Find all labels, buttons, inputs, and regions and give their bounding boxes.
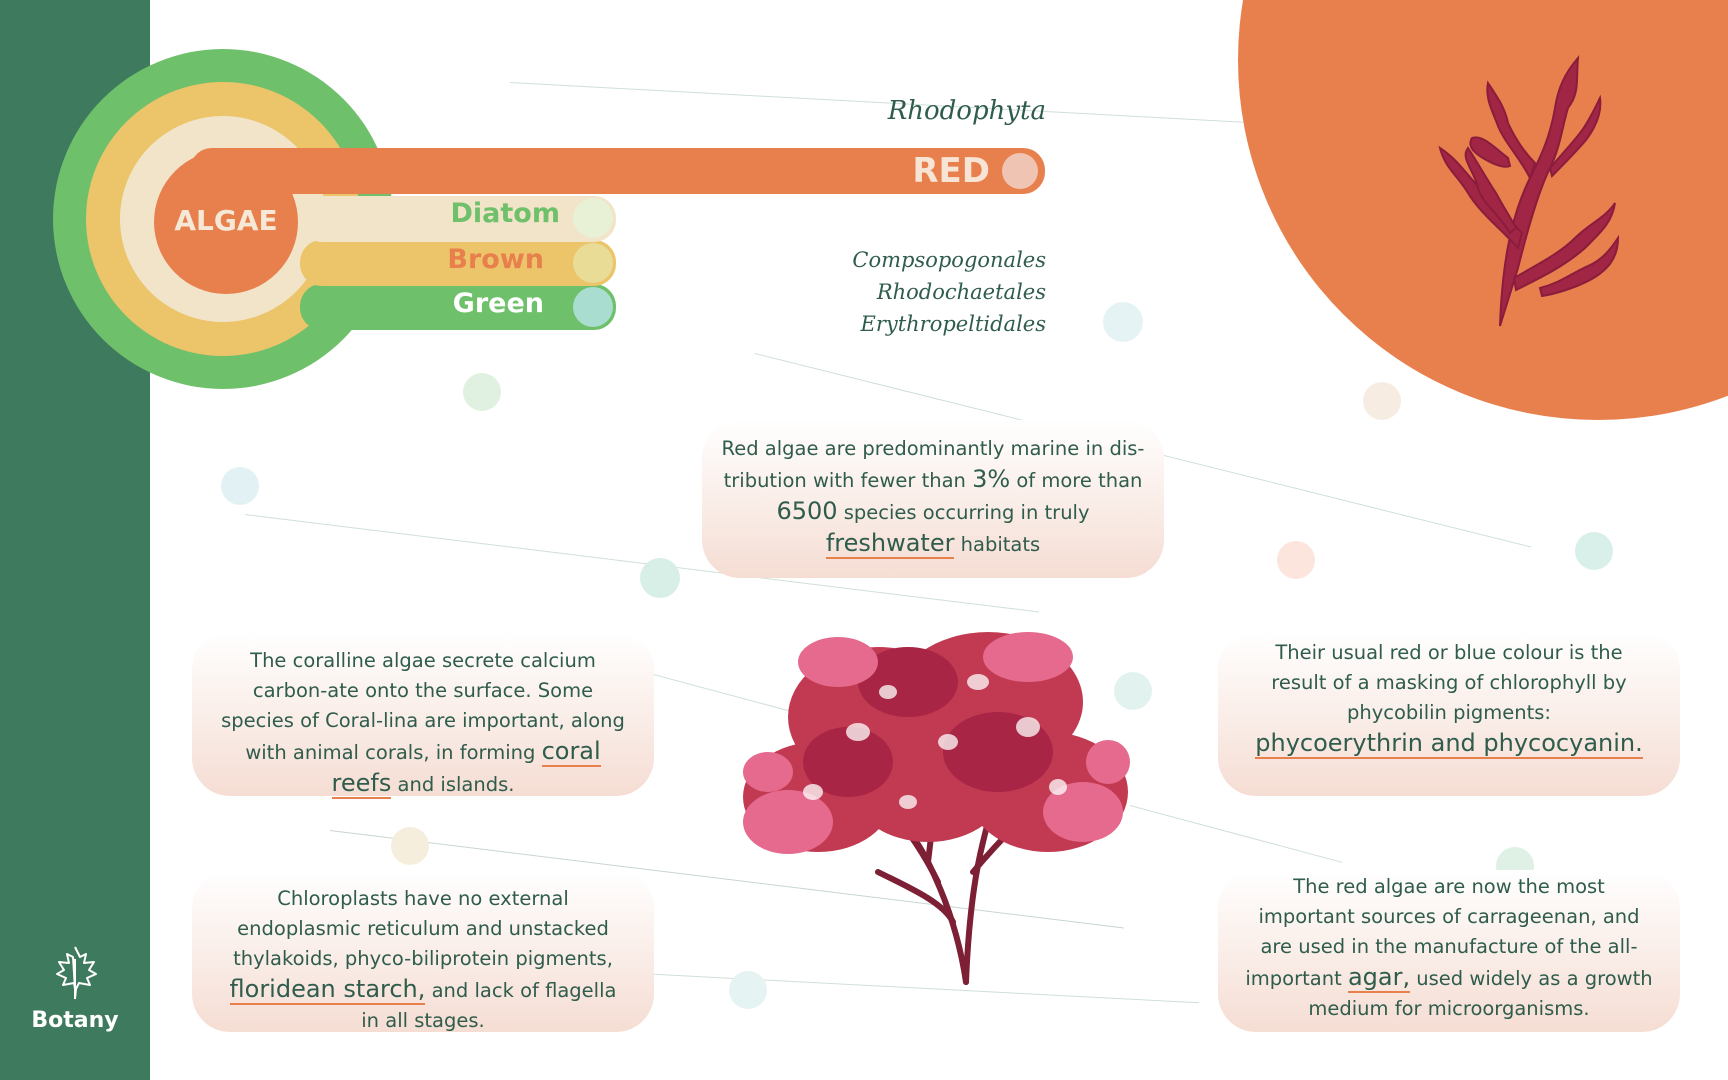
- card-text: Their usual red or blue colour is the re…: [1271, 641, 1627, 724]
- leaf-icon: [0, 945, 150, 1005]
- decor-dot: [463, 373, 501, 411]
- card-text: and lack of flagella in all stages.: [361, 979, 617, 1032]
- marker-brown: [573, 243, 613, 283]
- marker-green: [573, 287, 613, 327]
- card-highlight: agar,: [1347, 963, 1411, 993]
- info-card-chloroplasts: Chloroplasts have no external endoplasmi…: [192, 870, 654, 1032]
- card-highlight: floridean starch,: [229, 975, 426, 1005]
- decor-dot: [729, 971, 767, 1009]
- card-text: The red algae are now the most important…: [1245, 875, 1640, 990]
- seaweed-illustration-main: [728, 622, 1138, 996]
- card-highlight: coral reefs: [331, 737, 601, 799]
- card-number: 6500: [776, 497, 838, 525]
- card-highlight: freshwater: [825, 529, 955, 559]
- brand-label: Botany: [31, 1008, 119, 1033]
- order-item: Compsopogonales: [852, 248, 1046, 272]
- center-label: ALGAE: [174, 204, 278, 237]
- order-item: Erythropeltidales: [860, 312, 1046, 336]
- bar-diatom: [300, 196, 616, 242]
- card-number: 3%: [972, 465, 1011, 493]
- card-text: used widely as a growth medium for micro…: [1308, 967, 1653, 1020]
- marker-red: [1002, 153, 1038, 189]
- bar-brown: [300, 240, 616, 286]
- decor-dot: [1114, 672, 1152, 710]
- label-diatom: Diatom: [450, 198, 560, 229]
- bar-red: [190, 148, 1045, 194]
- label-green: Green: [452, 288, 544, 319]
- card-text: of more than: [1010, 469, 1143, 492]
- card-highlight: phycoerythrin and phycocyanin.: [1255, 729, 1643, 759]
- decor-dot: [1575, 532, 1613, 570]
- bar-green: [300, 284, 616, 330]
- decor-dot: [391, 827, 429, 865]
- card-text: species occurring in truly: [837, 501, 1090, 524]
- card-text: Red algae are predominantly marine in di…: [721, 437, 1145, 492]
- decor-dot: [1363, 382, 1401, 420]
- seaweed-illustration-small: [1390, 38, 1630, 332]
- decor-dot: [221, 467, 259, 505]
- center-circle: [154, 150, 298, 294]
- card-text: habitats: [954, 533, 1041, 556]
- decor-dot: [1277, 541, 1315, 579]
- info-card-carrageenan: The red algae are now the most important…: [1218, 870, 1680, 1032]
- decor-dot: [1103, 302, 1143, 342]
- marker-diatom: [573, 198, 613, 238]
- orders-list: Compsopogonales Rhodochaetales Erythrope…: [760, 244, 1046, 340]
- phylum-title: Rhodophyta: [887, 96, 1046, 126]
- info-card-coralline: The coralline algae secrete calcium carb…: [192, 632, 654, 799]
- label-red: RED: [912, 151, 990, 191]
- info-card-colour: Their usual red or blue colour is the re…: [1218, 632, 1680, 796]
- card-text: Chloroplasts have no external endoplasmi…: [233, 887, 613, 970]
- decor-dot: [640, 558, 680, 598]
- order-item: Rhodochaetales: [876, 280, 1046, 304]
- card-text: The coralline algae secrete calcium carb…: [221, 649, 625, 764]
- label-brown: Brown: [447, 244, 544, 275]
- connector-line: [1129, 805, 1343, 863]
- info-card-distribution: Red algae are predominantly marine in di…: [702, 420, 1164, 578]
- card-text: and islands.: [391, 773, 515, 796]
